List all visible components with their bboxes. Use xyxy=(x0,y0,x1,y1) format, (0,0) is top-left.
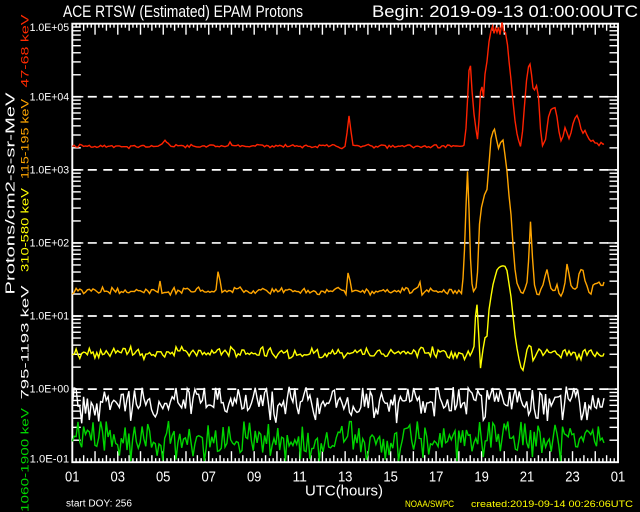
svg-text:NOAA/SWPC: NOAA/SWPC xyxy=(405,499,454,510)
svg-text:11: 11 xyxy=(292,470,307,486)
svg-text:1.0E+04: 1.0E+04 xyxy=(30,91,70,103)
svg-text:47-68 keV: 47-68 keV xyxy=(20,14,32,88)
svg-text:09: 09 xyxy=(247,470,262,486)
svg-text:1.0E+00: 1.0E+00 xyxy=(30,384,70,396)
svg-text:UTC(hours): UTC(hours) xyxy=(305,484,383,500)
svg-text:17: 17 xyxy=(429,470,444,486)
svg-text:created:2019-09-14 00:26:06UTC: created:2019-09-14 00:26:06UTC xyxy=(471,499,633,510)
svg-text:21: 21 xyxy=(520,470,535,486)
svg-text:Protons/cm2-s-sr-MeV: Protons/cm2-s-sr-MeV xyxy=(3,92,18,294)
svg-text:795-1193 keV: 795-1193 keV xyxy=(20,284,32,399)
svg-text:1.0E+02: 1.0E+02 xyxy=(30,238,70,250)
svg-text:115-195 keV: 115-195 keV xyxy=(20,98,32,179)
svg-text:13: 13 xyxy=(338,470,353,486)
svg-text:05: 05 xyxy=(156,470,171,486)
svg-text:1060-1900 keV: 1060-1900 keV xyxy=(20,407,32,512)
svg-text:ACE RTSW (Estimated) EPAM Prot: ACE RTSW (Estimated) EPAM Protons xyxy=(63,3,303,21)
svg-text:1.0E+05: 1.0E+05 xyxy=(30,22,70,34)
svg-text:1.0E+01: 1.0E+01 xyxy=(30,311,70,323)
svg-text:01: 01 xyxy=(65,470,80,486)
svg-text:01: 01 xyxy=(611,470,626,486)
svg-text:310-580 keV: 310-580 keV xyxy=(20,187,32,272)
svg-text:start DOY: 256: start DOY: 256 xyxy=(66,499,132,510)
svg-text:1.0E+03: 1.0E+03 xyxy=(30,165,70,177)
svg-text:1.0E-01: 1.0E-01 xyxy=(30,454,70,466)
svg-text:23: 23 xyxy=(565,470,580,486)
svg-text:Begin: 2019-09-13 01:00:00UTC: Begin: 2019-09-13 01:00:00UTC xyxy=(372,3,638,21)
svg-text:03: 03 xyxy=(111,470,126,486)
svg-text:15: 15 xyxy=(383,470,398,486)
svg-text:07: 07 xyxy=(201,470,216,486)
svg-text:19: 19 xyxy=(474,470,489,486)
